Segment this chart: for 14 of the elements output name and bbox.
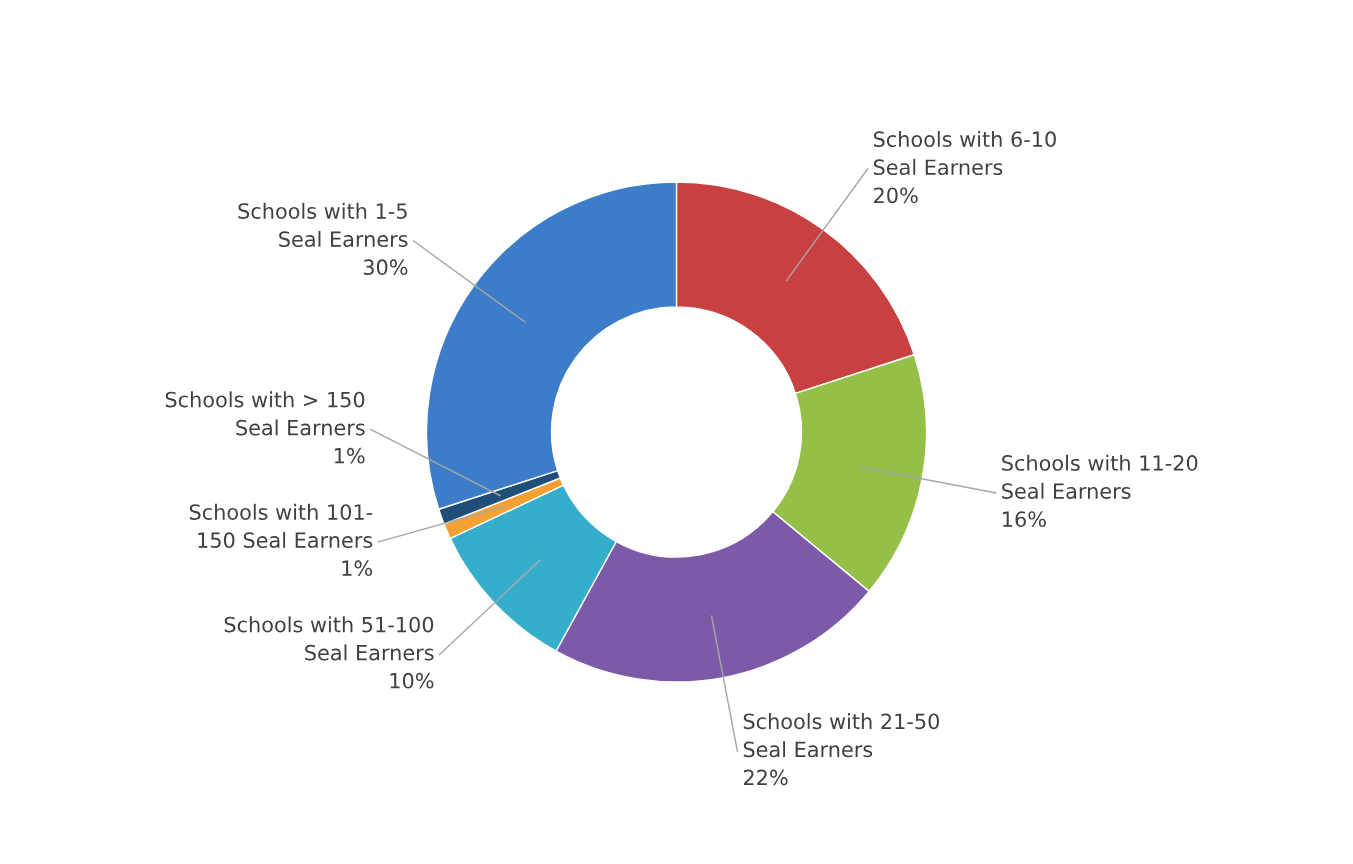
slice-label: Schools with 6-10 Seal Earners [873,130,1056,176]
data-label: 1% [342,560,373,577]
data-label: 30% [363,259,408,276]
data-label: 1% [334,447,365,464]
slice-label: Schools with > 150 Seal Earners [165,391,365,436]
slice-label: Schools with 101- 150 Seal Earners [189,503,373,549]
slice-label: Schools with 51-100 Seal Earners [224,616,434,661]
data-label: 20% [874,187,918,204]
slice-label: Schools with 1-5 Seal Earners [238,202,408,248]
slice-label: Schools with 21-50 Seal Earners [743,713,940,758]
slice-label: Schools with 11-20 Seal Earners [1002,454,1198,499]
data-label: 10% [390,672,434,689]
data-label: 22% [743,769,788,786]
data-label: 16% [1003,511,1046,528]
